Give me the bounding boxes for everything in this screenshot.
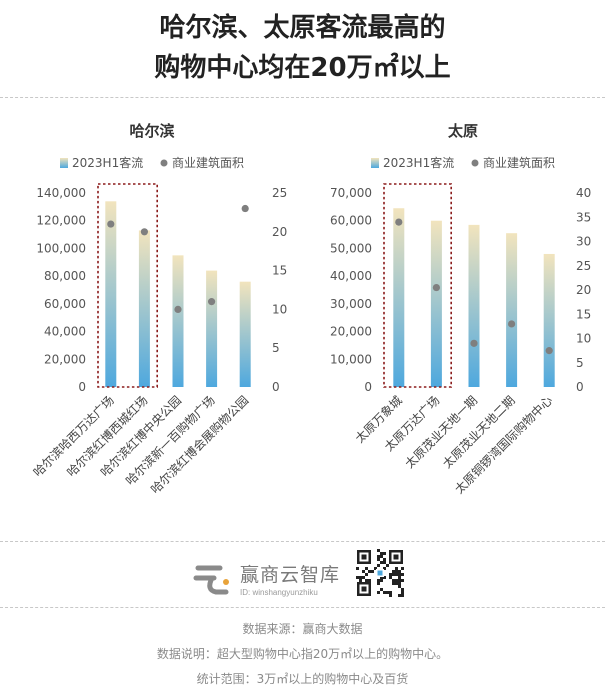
title-line-2: 购物中心均在20万㎡以上 [154,53,451,83]
legend-dot-swatch [471,159,479,167]
bar [172,255,184,387]
legend-label-series1: 2023H1客流 [383,155,454,170]
right-axis-tick-label: 20 [272,225,287,239]
bar [506,233,518,387]
legend-label-series2: 商业建筑面积 [483,155,555,170]
footnote-source: 数据来源：赢商大数据 [242,622,363,636]
area-dot [508,320,516,328]
top-divider [0,97,605,98]
right-axis-tick-label: 0 [272,380,280,394]
footnote-note: 数据说明：超大型购物中心指20万㎡以上的购物中心。 [156,647,449,661]
title-line-1: 哈尔滨、太原客流最高的 [159,13,446,43]
right-axis-tick-label: 15 [272,264,287,278]
area-dot [432,283,440,292]
chart-title: 太原 [448,122,478,140]
area-dot [140,228,148,236]
brand-block: 赢商云智库 ID: winshangyunzhiku [190,553,340,603]
left-axis-tick-label: 120,000 [36,214,86,228]
left-axis-tick-label: 70,000 [330,186,372,200]
left-axis-tick-label: 100,000 [36,241,86,255]
right-axis-tick-label: 5 [576,356,584,370]
bar [393,208,405,387]
bottom-divider [0,607,605,608]
right-axis-tick-label: 30 [576,235,591,249]
right-axis-tick-label: 20 [576,283,591,297]
left-axis-tick-label: 0 [78,380,86,394]
bar [105,201,117,387]
brand-name: 赢商云智库 [240,563,341,586]
left-axis-tick-label: 60,000 [44,297,86,311]
bar [468,224,480,387]
left-axis-tick-label: 80,000 [44,269,86,283]
left-axis-tick-label: 50,000 [330,241,372,255]
right-axis-tick-label: 0 [576,380,584,394]
qr-code-icon [356,549,404,597]
left-axis-tick-label: 40,000 [44,325,86,339]
left-axis-tick-label: 60,000 [330,214,372,228]
legend-bar-swatch [371,158,379,168]
legend-bar-swatch [60,158,68,168]
left-axis-tick-label: 20,000 [330,325,372,339]
area-dot [174,305,182,313]
highlight-box [97,183,159,388]
right-axis-tick-label: 25 [272,186,287,200]
right-axis-tick-label: 15 [576,307,591,321]
left-axis-tick-label: 140,000 [36,186,86,200]
legend-dot-swatch [160,159,168,167]
bar [543,253,555,387]
chart-taiyuan: 太原 2023H1客流 商业建筑面积 0 10,000 20,000 30,000 40,00… [330,122,591,496]
winshang-logo-icon [193,565,229,595]
left-axis-tick-label: 0 [364,380,372,394]
chart-title: 哈尔滨 [129,122,174,140]
legend-label-series2: 商业建筑面积 [172,155,244,170]
chart-harbin: 哈尔滨 2023H1客流 商业建筑面积 0 20,000 40,000 60,000 80,0… [30,122,287,496]
right-axis-tick-label: 35 [576,210,591,224]
area-dot [208,298,216,306]
right-axis-tick-label: 10 [272,302,287,316]
area-dot [241,204,249,213]
brand-id: ID: winshangyunzhiku [240,587,318,597]
left-axis-tick-label: 10,000 [330,352,372,366]
right-axis-tick-label: 25 [576,259,591,273]
legend-label-series1: 2023H1客流 [72,155,143,170]
bar [138,230,150,387]
left-axis-tick-label: 30,000 [330,297,372,311]
middle-divider [0,541,605,542]
area-dot [470,339,478,347]
bar [206,270,218,387]
chart-area: 哈尔滨 2023H1客流 商业建筑面积 0 20,000 40,000 60,000 80,0… [30,122,591,496]
right-axis-tick-label: 40 [576,186,591,200]
right-axis-tick-label: 5 [272,341,280,355]
page-title: 哈尔滨、太原客流最高的 购物中心均在20万㎡以上 [0,8,605,88]
left-axis-tick-label: 20,000 [44,352,86,366]
area-dot [395,218,403,226]
bar [430,220,442,387]
right-axis-tick-label: 10 [576,332,591,346]
area-dot [107,220,115,228]
left-axis-tick-label: 40,000 [330,269,372,283]
area-dot [545,347,553,355]
footnote-scope: 统计范围：3万㎡以上的购物中心及百货 [196,672,409,686]
bar [239,281,251,387]
